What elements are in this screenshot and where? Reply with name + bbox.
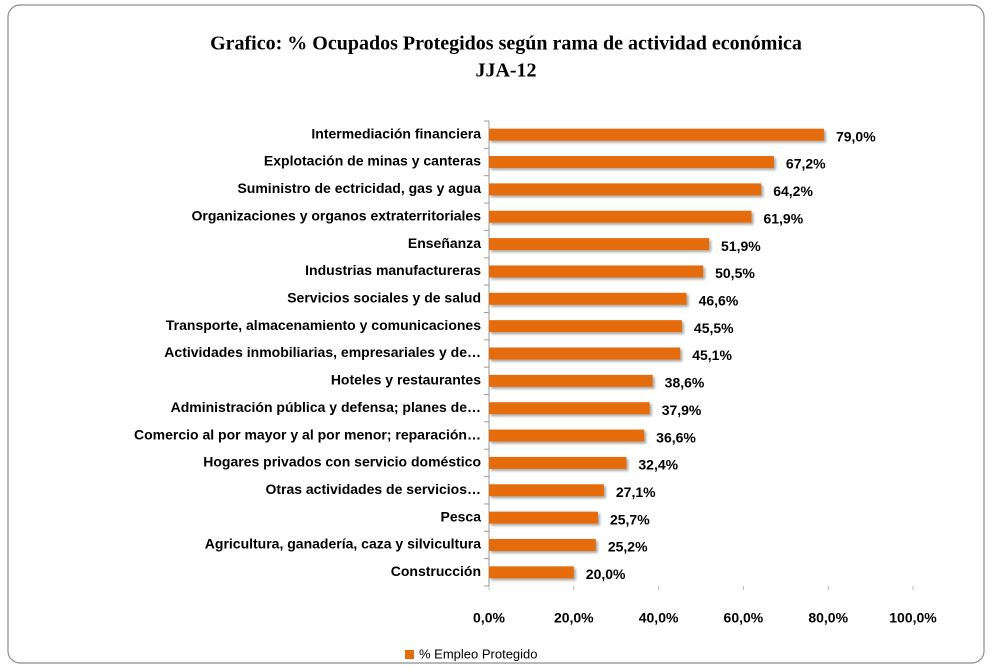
category-label: Suministro de ectricidad, gas y agua bbox=[237, 180, 481, 196]
bar bbox=[489, 210, 752, 223]
bar bbox=[489, 484, 604, 497]
value-label: 27,1% bbox=[616, 484, 656, 500]
category-label: Enseñanza bbox=[408, 235, 481, 251]
category-label: Comercio al por mayor y al por menor; re… bbox=[134, 426, 481, 442]
bar bbox=[489, 265, 704, 278]
value-label: 50,5% bbox=[715, 265, 755, 281]
x-tick-label: 0,0% bbox=[473, 610, 505, 626]
value-label: 79,0% bbox=[836, 128, 876, 144]
bar bbox=[489, 347, 681, 360]
value-label: 25,2% bbox=[608, 539, 648, 555]
bar bbox=[489, 292, 687, 305]
bar bbox=[489, 429, 645, 442]
value-label: 46,6% bbox=[699, 292, 739, 308]
bar bbox=[489, 402, 650, 415]
category-label: Servicios sociales y de salud bbox=[287, 289, 481, 305]
x-tick-label: 60,0% bbox=[724, 610, 764, 626]
value-label: 20,0% bbox=[586, 566, 626, 582]
category-label: Actividades inmobiliarias, empresariales… bbox=[164, 344, 481, 360]
bar bbox=[489, 238, 710, 251]
bar bbox=[489, 511, 598, 524]
bar bbox=[489, 456, 627, 469]
value-label: 67,2% bbox=[786, 156, 826, 172]
category-label: Otras actividades de servicios… bbox=[265, 481, 481, 497]
legend-swatch bbox=[405, 650, 414, 659]
value-label: 36,6% bbox=[656, 429, 696, 445]
category-label: Transporte, almacenamiento y comunicacio… bbox=[166, 317, 481, 333]
category-label: Intermediación financiera bbox=[311, 125, 481, 141]
value-label: 32,4% bbox=[638, 457, 678, 473]
category-label: Hoteles y restaurantes bbox=[331, 372, 481, 388]
chart-border bbox=[7, 4, 985, 664]
value-label: 45,5% bbox=[694, 320, 734, 336]
x-tick-label: 80,0% bbox=[808, 610, 848, 626]
value-label: 51,9% bbox=[721, 238, 761, 254]
bar bbox=[489, 538, 596, 551]
legend-label: % Empleo Protegido bbox=[419, 646, 538, 661]
value-label: 37,9% bbox=[662, 402, 702, 418]
chart-title: Grafico: % Ocupados Protegidos según ram… bbox=[210, 33, 802, 55]
bar bbox=[489, 320, 682, 333]
bar bbox=[489, 566, 574, 579]
category-label: Hogares privados con servicio doméstico bbox=[203, 454, 481, 470]
category-label: Construcción bbox=[391, 563, 481, 579]
x-tick-label: 100,0% bbox=[889, 610, 937, 626]
bar bbox=[489, 374, 653, 387]
chart-title: JJA-12 bbox=[475, 60, 536, 82]
category-label: Organizaciones y organos extraterritoria… bbox=[192, 207, 482, 223]
value-label: 64,2% bbox=[773, 183, 813, 199]
value-label: 45,1% bbox=[692, 347, 732, 363]
value-label: 25,7% bbox=[610, 511, 650, 527]
bar bbox=[489, 183, 762, 196]
category-label: Explotación de minas y canteras bbox=[264, 153, 481, 169]
bar bbox=[489, 128, 824, 141]
x-tick-label: 40,0% bbox=[639, 610, 679, 626]
bar bbox=[489, 156, 774, 169]
category-label: Industrias manufactureras bbox=[305, 262, 481, 278]
category-label: Agricultura, ganadería, caza y silvicult… bbox=[205, 536, 481, 552]
value-label: 38,6% bbox=[665, 375, 705, 391]
x-tick-label: 20,0% bbox=[554, 610, 594, 626]
category-label: Administración pública y defensa; planes… bbox=[171, 399, 481, 415]
value-label: 61,9% bbox=[763, 210, 803, 226]
category-label: Pesca bbox=[441, 508, 482, 524]
